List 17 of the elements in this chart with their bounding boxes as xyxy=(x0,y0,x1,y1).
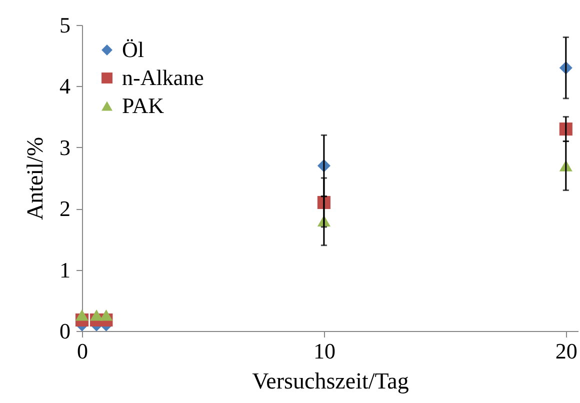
x-tick-label: 10 xyxy=(313,338,336,364)
y-tick-label: 4 xyxy=(60,74,70,99)
legend-label: n-Alkane xyxy=(122,65,204,90)
point xyxy=(90,309,104,321)
x-tick-label: 20 xyxy=(555,338,578,364)
y-tick-label: 2 xyxy=(60,196,70,222)
y-tick-label: 5 xyxy=(60,12,70,38)
legend-label: PAK xyxy=(122,93,164,118)
y-axis-title: Anteil/% xyxy=(22,136,48,220)
point xyxy=(100,309,113,321)
y-tick-label: 0 xyxy=(60,318,70,344)
legend-label: Öl xyxy=(122,37,144,62)
x-axis-title: Versuchszeit/Tag xyxy=(252,368,410,394)
x-tick-label: 0 xyxy=(77,338,88,364)
point xyxy=(75,309,89,321)
y-tick-label: 1 xyxy=(60,257,70,282)
y-tick-label: 3 xyxy=(60,134,70,160)
